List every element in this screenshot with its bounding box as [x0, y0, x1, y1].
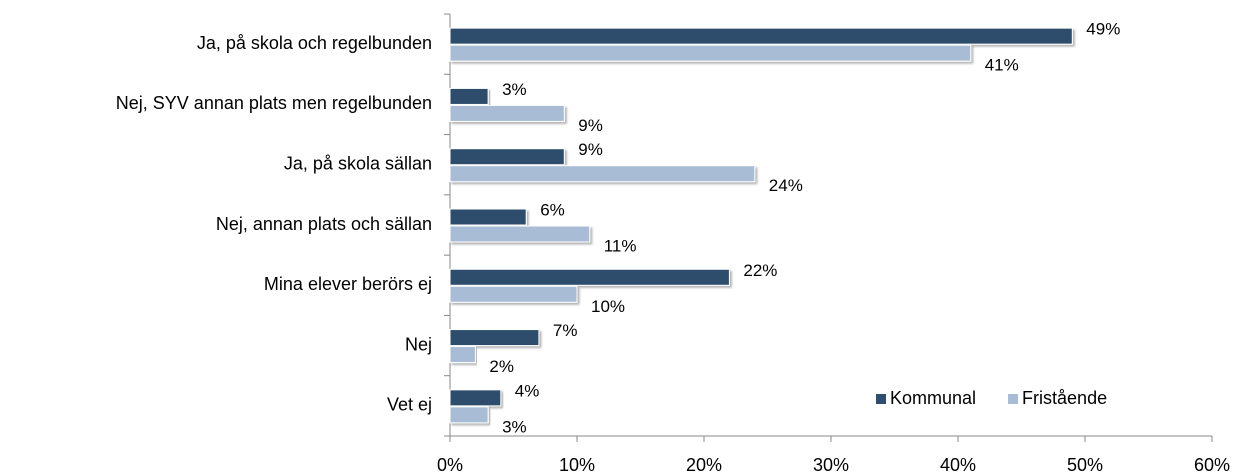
data-label: 9%: [578, 116, 603, 135]
category-label: Nej, SYV annan plats men regelbunden: [116, 93, 432, 113]
x-tick-label: 0%: [437, 455, 463, 474]
data-label: 22%: [743, 261, 777, 280]
x-tick-label: 30%: [813, 455, 849, 474]
data-label: 9%: [578, 140, 603, 159]
x-tick-label: 10%: [559, 455, 595, 474]
bar: [449, 268, 730, 286]
bar: [449, 208, 527, 226]
category-label: Ja, på skola sällan: [284, 153, 432, 173]
bar: [449, 346, 476, 364]
category-label: Nej: [405, 334, 432, 354]
data-label: 2%: [489, 357, 514, 376]
bar: [449, 87, 489, 105]
data-label: 3%: [502, 80, 527, 99]
category-label: Vet ej: [387, 395, 432, 415]
data-label: 11%: [604, 236, 637, 255]
x-tick-label: 50%: [1067, 455, 1103, 474]
x-tick-label: 60%: [1194, 455, 1230, 474]
data-label: 41%: [985, 56, 1019, 75]
data-label: 7%: [553, 321, 578, 340]
bar: [449, 104, 565, 122]
data-label: 6%: [540, 200, 565, 219]
legend-label: Fristående: [1022, 388, 1107, 408]
bar: [449, 329, 540, 347]
data-label: 49%: [1086, 20, 1120, 39]
bar: [449, 406, 489, 424]
legend-swatch: [1008, 394, 1019, 404]
category-label: Mina elever berörs ej: [264, 274, 432, 294]
bar: [449, 225, 591, 243]
legend-label: Kommunal: [890, 388, 976, 408]
bar: [449, 285, 578, 303]
data-label: 3%: [502, 417, 527, 436]
data-label: 10%: [591, 297, 625, 316]
bar: [449, 165, 756, 183]
category-label: Ja, på skola och regelbunden: [197, 33, 432, 53]
legend-swatch: [876, 394, 886, 404]
bar: [449, 148, 565, 166]
x-tick-label: 40%: [940, 455, 976, 474]
data-label: 24%: [769, 176, 803, 195]
bar: [449, 44, 972, 62]
category-label: Nej, annan plats och sällan: [216, 214, 432, 234]
data-label: 4%: [515, 381, 540, 400]
bar: [449, 27, 1073, 45]
x-tick-label: 20%: [686, 455, 722, 474]
bar: [449, 389, 502, 407]
